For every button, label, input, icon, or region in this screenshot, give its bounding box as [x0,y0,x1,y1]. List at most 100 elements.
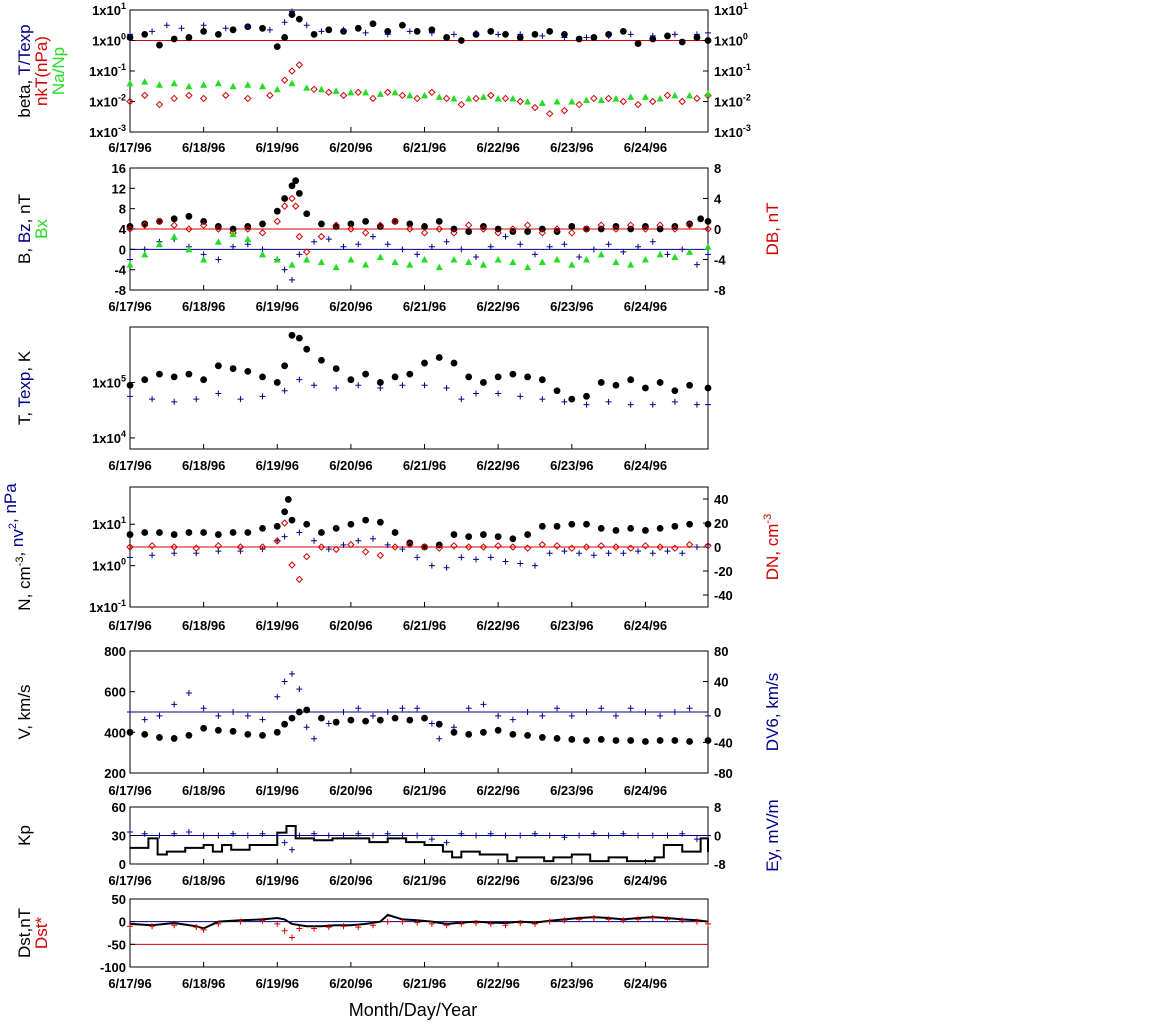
data-point [185,212,193,220]
data-point [288,846,295,853]
data-point [325,720,332,727]
data-point [281,508,289,516]
data-point [170,531,178,538]
data-point [413,27,421,35]
data-point [274,693,281,700]
data-point [561,31,568,38]
data-point [627,376,635,384]
data-point [310,31,318,38]
data-point [295,575,304,584]
data-point [524,531,532,538]
data-point [502,922,509,929]
data-point [524,709,531,715]
data-point [450,94,458,102]
data-point [200,256,208,263]
data-point [127,554,133,561]
data-point [355,924,362,931]
data-point [399,382,406,389]
data-point [465,258,473,266]
data-point [215,832,222,839]
x-tick-label: 6/20/96 [329,458,372,473]
data-point [156,734,163,741]
data-point [442,94,451,103]
data-point [664,548,671,555]
data-point [671,709,678,715]
x-tick-label: 6/24/96 [624,618,667,633]
data-point [635,916,642,923]
data-point [340,832,347,839]
data-point [335,924,337,927]
data-point [656,543,664,551]
data-point [605,241,612,248]
data-point [480,531,487,538]
data-point [428,243,435,250]
data-point [364,923,367,925]
data-point [331,837,334,840]
data-point [428,720,435,727]
data-point [495,712,502,719]
y-left-tick-label: 400 [104,725,126,740]
data-point [155,217,164,226]
data-point [641,225,650,233]
data-point [679,830,686,837]
data-point [681,850,684,853]
data-point [450,225,458,233]
data-point [480,379,487,386]
data-point [642,709,649,715]
data-point [399,705,406,712]
data-point [215,390,222,397]
x-tick-label: 6/20/96 [329,618,372,633]
data-point [332,718,340,726]
x-tick-label: 6/20/96 [329,873,372,888]
x-tick-label: 6/21/96 [403,873,446,888]
data-point [704,520,712,528]
data-point [641,542,650,550]
data-point [509,94,517,102]
data-point [576,253,583,260]
data-point [229,230,237,238]
data-point [288,79,296,87]
data-point [553,98,561,105]
data-point [230,243,237,250]
y-left-tick-label: 600 [104,685,126,700]
data-point [384,918,391,925]
data-point [509,716,516,723]
series-bz [127,233,711,283]
data-point [543,860,545,862]
data-point [281,34,289,41]
data-point [649,32,656,39]
series-db [126,194,712,256]
data-point [435,544,443,552]
panel-p3: 6/17/96 6/18/96 6/19/96 6/20/96 6/21/96 6/22/… [15,326,712,473]
data-point [590,34,598,41]
data-point [391,217,399,226]
data-point [473,832,480,839]
data-point [273,379,281,386]
data-point [704,542,712,550]
data-point [458,396,465,403]
data-point [362,717,370,725]
data-point [350,837,352,840]
data-point [582,543,591,551]
data-point [200,217,208,225]
data-point [635,243,642,250]
x-tick-label: 6/22/96 [476,618,519,633]
data-point [538,522,546,530]
data-point [361,548,370,556]
data-point [705,712,711,719]
data-point [215,712,222,719]
data-point [291,923,293,925]
data-point [347,225,355,233]
data-point [487,554,494,561]
data-point [428,562,435,569]
data-point [576,916,583,923]
x-tick-label: 6/18/96 [182,976,225,991]
data-point [450,531,458,538]
data-point [325,546,332,553]
data-point [627,31,634,38]
data-point [141,250,149,258]
data-point [649,401,656,408]
y-left-tick-label: 1x10-3 [89,123,126,140]
data-point [679,917,686,924]
